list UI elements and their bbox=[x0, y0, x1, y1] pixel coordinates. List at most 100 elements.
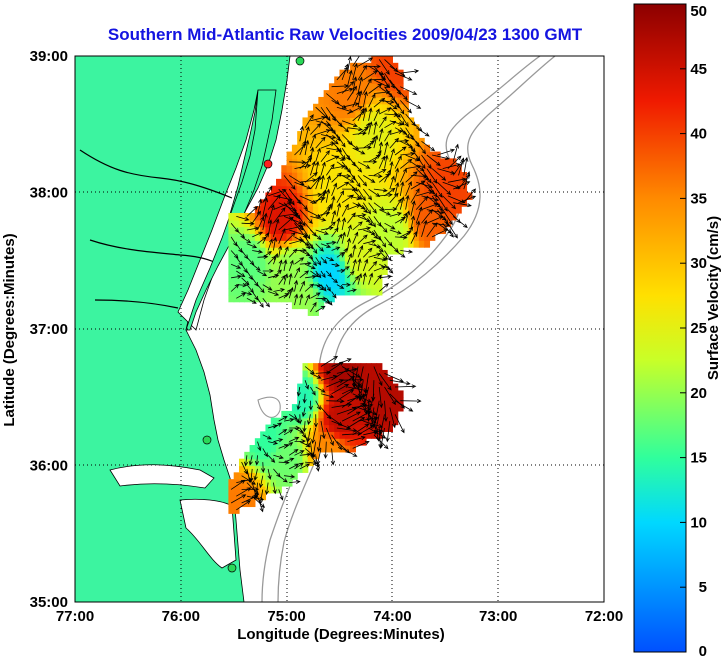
velocity-cell bbox=[313, 308, 319, 316]
velocity-cell bbox=[328, 390, 335, 398]
velocity-cell bbox=[397, 178, 404, 187]
velocity-arrow bbox=[315, 229, 329, 235]
velocity-cell bbox=[249, 294, 256, 303]
velocity-arrow bbox=[262, 185, 273, 203]
velocity-cell bbox=[276, 233, 282, 241]
velocity-cell bbox=[334, 240, 341, 248]
velocity-cell bbox=[408, 124, 415, 132]
velocity-cell bbox=[387, 124, 393, 132]
velocity-cell bbox=[302, 226, 309, 235]
velocity-cell bbox=[413, 185, 420, 194]
velocity-cell bbox=[238, 253, 245, 262]
velocity-arrow bbox=[310, 292, 321, 299]
velocity-cell bbox=[402, 199, 409, 207]
velocity-arrow bbox=[389, 175, 395, 190]
velocity-arrow bbox=[384, 141, 389, 156]
velocity-cell bbox=[371, 151, 378, 159]
velocity-cell bbox=[260, 438, 267, 446]
velocity-arrow bbox=[246, 270, 253, 281]
velocity-cell bbox=[302, 144, 309, 153]
velocity-arrow bbox=[320, 270, 326, 279]
velocity-arrow bbox=[352, 244, 357, 258]
velocity-cell bbox=[350, 281, 356, 289]
velocity-arrow bbox=[257, 441, 262, 452]
velocity-arrow bbox=[383, 400, 388, 423]
velocity-cell bbox=[302, 172, 309, 180]
velocity-cell bbox=[350, 219, 356, 228]
velocity-arrow bbox=[463, 156, 469, 176]
velocity-cell bbox=[381, 199, 388, 207]
velocity-cell bbox=[291, 472, 298, 480]
velocity-arrow bbox=[331, 246, 341, 251]
velocity-cell bbox=[328, 103, 335, 112]
velocity-cell bbox=[228, 253, 235, 262]
velocity-cell bbox=[355, 124, 362, 132]
velocity-cell bbox=[281, 178, 288, 187]
velocity-cell bbox=[365, 206, 372, 214]
velocity-cell bbox=[318, 363, 325, 371]
velocity-cell bbox=[313, 445, 319, 453]
velocity-cell bbox=[387, 144, 393, 153]
velocity-cell bbox=[350, 247, 356, 255]
velocity-arrow bbox=[384, 263, 394, 274]
velocity-cell bbox=[350, 260, 356, 269]
velocity-arrow bbox=[352, 213, 367, 218]
velocity-cell bbox=[270, 253, 277, 262]
velocity-cell bbox=[392, 90, 399, 98]
velocity-cell bbox=[424, 144, 431, 153]
bathymetry-contour-3 bbox=[257, 396, 281, 418]
velocity-arrow bbox=[336, 120, 350, 133]
velocity-cell bbox=[429, 199, 436, 207]
velocity-cell bbox=[260, 240, 267, 248]
velocity-cell bbox=[445, 165, 452, 173]
velocity-cell bbox=[297, 172, 304, 180]
velocity-cell bbox=[313, 404, 319, 412]
velocity-arrow bbox=[357, 258, 362, 272]
velocity-arrow bbox=[357, 216, 371, 222]
velocity-cell bbox=[286, 253, 293, 262]
velocity-cell bbox=[265, 281, 272, 289]
velocity-cell bbox=[233, 219, 240, 228]
velocity-arrow bbox=[326, 134, 339, 145]
velocity-arrow bbox=[346, 237, 351, 251]
velocity-cell bbox=[381, 178, 388, 187]
velocity-arrow bbox=[384, 187, 396, 197]
velocity-cell bbox=[371, 281, 378, 289]
velocity-cell bbox=[291, 458, 298, 467]
velocity-cell bbox=[297, 281, 304, 289]
velocity-cell bbox=[355, 247, 362, 255]
velocity-cell bbox=[355, 397, 362, 405]
velocity-arrow bbox=[315, 175, 321, 190]
velocity-arrow bbox=[379, 209, 391, 216]
velocity-cell bbox=[318, 288, 325, 296]
velocity-cell bbox=[286, 294, 293, 303]
velocity-cell bbox=[440, 199, 446, 207]
velocity-arrow bbox=[311, 441, 317, 459]
velocity-cell bbox=[397, 226, 404, 235]
velocity-arrow bbox=[294, 462, 304, 470]
velocity-cell bbox=[249, 267, 256, 275]
velocity-arrow bbox=[373, 169, 387, 176]
velocity-arrow bbox=[400, 151, 416, 156]
velocity-cell bbox=[323, 260, 330, 269]
velocity-cell bbox=[334, 274, 341, 282]
velocity-cell bbox=[344, 117, 351, 125]
velocity-arrow bbox=[341, 231, 346, 244]
velocity-cell bbox=[381, 131, 388, 139]
velocity-cell bbox=[270, 485, 277, 494]
velocity-cell bbox=[371, 56, 378, 64]
velocity-cell bbox=[270, 219, 277, 228]
velocity-arrow bbox=[357, 234, 368, 244]
velocity-cell bbox=[355, 178, 362, 187]
velocity-cell bbox=[397, 76, 404, 84]
velocity-arrow bbox=[304, 294, 310, 306]
velocity-arrow bbox=[341, 175, 355, 183]
velocity-arrow bbox=[325, 298, 333, 306]
velocity-arrow bbox=[373, 108, 380, 121]
velocity-cell bbox=[365, 253, 372, 262]
velocity-arrow bbox=[336, 284, 345, 289]
map-frame bbox=[74, 55, 605, 603]
velocity-cell bbox=[376, 137, 383, 146]
velocity-cell bbox=[334, 165, 341, 173]
velocity-cell bbox=[307, 431, 314, 439]
